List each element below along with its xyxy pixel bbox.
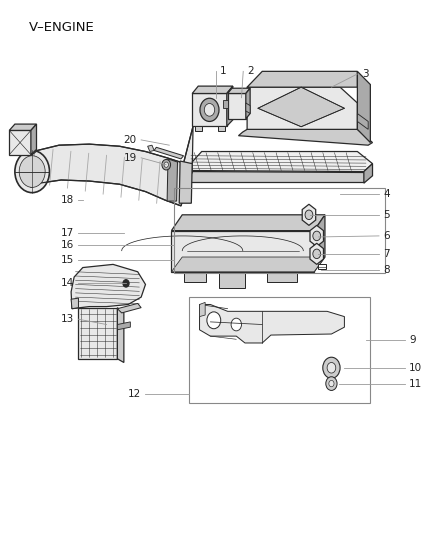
Polygon shape bbox=[184, 171, 364, 182]
Polygon shape bbox=[200, 304, 344, 343]
Polygon shape bbox=[247, 87, 357, 130]
Polygon shape bbox=[171, 231, 314, 272]
Polygon shape bbox=[117, 322, 131, 330]
Text: 9: 9 bbox=[409, 335, 416, 345]
Text: 15: 15 bbox=[61, 255, 74, 265]
Text: 14: 14 bbox=[61, 278, 74, 288]
Text: 6: 6 bbox=[383, 231, 390, 241]
Text: 13: 13 bbox=[61, 314, 74, 324]
Text: 5: 5 bbox=[383, 210, 390, 220]
Text: 10: 10 bbox=[409, 363, 422, 373]
Polygon shape bbox=[117, 303, 141, 313]
Polygon shape bbox=[267, 272, 297, 282]
Text: 20: 20 bbox=[124, 135, 137, 145]
Polygon shape bbox=[154, 147, 184, 159]
Text: 17: 17 bbox=[61, 228, 74, 238]
Polygon shape bbox=[9, 124, 36, 131]
Polygon shape bbox=[302, 204, 316, 225]
Polygon shape bbox=[171, 257, 325, 272]
Circle shape bbox=[204, 103, 215, 116]
Circle shape bbox=[123, 280, 129, 287]
Polygon shape bbox=[184, 151, 372, 172]
Polygon shape bbox=[179, 161, 192, 203]
Polygon shape bbox=[314, 215, 325, 272]
Text: 11: 11 bbox=[409, 378, 423, 389]
Text: 1: 1 bbox=[220, 66, 226, 76]
Circle shape bbox=[313, 231, 321, 241]
Polygon shape bbox=[357, 71, 371, 142]
Polygon shape bbox=[218, 126, 226, 132]
Text: 4: 4 bbox=[383, 189, 390, 199]
Polygon shape bbox=[364, 164, 372, 183]
Polygon shape bbox=[192, 93, 227, 126]
Polygon shape bbox=[318, 264, 326, 269]
Polygon shape bbox=[246, 88, 250, 119]
Polygon shape bbox=[117, 308, 124, 362]
Circle shape bbox=[305, 210, 313, 220]
Polygon shape bbox=[78, 308, 117, 359]
Polygon shape bbox=[223, 100, 228, 108]
Bar bbox=[173, 189, 385, 273]
Polygon shape bbox=[200, 302, 205, 317]
Polygon shape bbox=[247, 71, 357, 87]
Circle shape bbox=[19, 156, 45, 188]
Polygon shape bbox=[148, 145, 154, 151]
Polygon shape bbox=[71, 264, 145, 309]
Circle shape bbox=[200, 98, 219, 122]
Circle shape bbox=[313, 249, 321, 259]
Text: 19: 19 bbox=[124, 153, 137, 163]
Circle shape bbox=[164, 162, 168, 167]
Polygon shape bbox=[258, 87, 344, 127]
Polygon shape bbox=[228, 88, 250, 93]
Circle shape bbox=[15, 150, 49, 192]
Polygon shape bbox=[167, 159, 177, 201]
Text: 12: 12 bbox=[128, 389, 141, 399]
Polygon shape bbox=[246, 103, 250, 114]
Text: 18: 18 bbox=[61, 195, 74, 205]
Circle shape bbox=[329, 381, 334, 387]
Text: 8: 8 bbox=[383, 265, 390, 275]
Circle shape bbox=[231, 318, 241, 331]
Polygon shape bbox=[184, 272, 206, 282]
Polygon shape bbox=[238, 130, 372, 145]
Polygon shape bbox=[9, 131, 31, 155]
Circle shape bbox=[207, 312, 221, 329]
Circle shape bbox=[326, 377, 337, 391]
Text: 7: 7 bbox=[383, 249, 390, 259]
Text: 16: 16 bbox=[61, 240, 74, 251]
Polygon shape bbox=[227, 86, 233, 126]
Polygon shape bbox=[195, 126, 202, 132]
Circle shape bbox=[327, 362, 336, 373]
Polygon shape bbox=[357, 114, 368, 130]
Polygon shape bbox=[171, 215, 325, 231]
Text: V–ENGINE: V–ENGINE bbox=[29, 21, 95, 34]
Polygon shape bbox=[192, 86, 233, 93]
Bar bbox=[189, 297, 371, 402]
Polygon shape bbox=[31, 126, 193, 206]
Polygon shape bbox=[219, 272, 245, 288]
Polygon shape bbox=[71, 298, 78, 309]
Polygon shape bbox=[310, 225, 324, 246]
Circle shape bbox=[162, 159, 170, 170]
Text: 3: 3 bbox=[362, 69, 368, 79]
Text: 2: 2 bbox=[247, 66, 254, 76]
Polygon shape bbox=[228, 93, 246, 119]
Polygon shape bbox=[31, 124, 36, 155]
Circle shape bbox=[323, 357, 340, 378]
Polygon shape bbox=[310, 243, 324, 264]
